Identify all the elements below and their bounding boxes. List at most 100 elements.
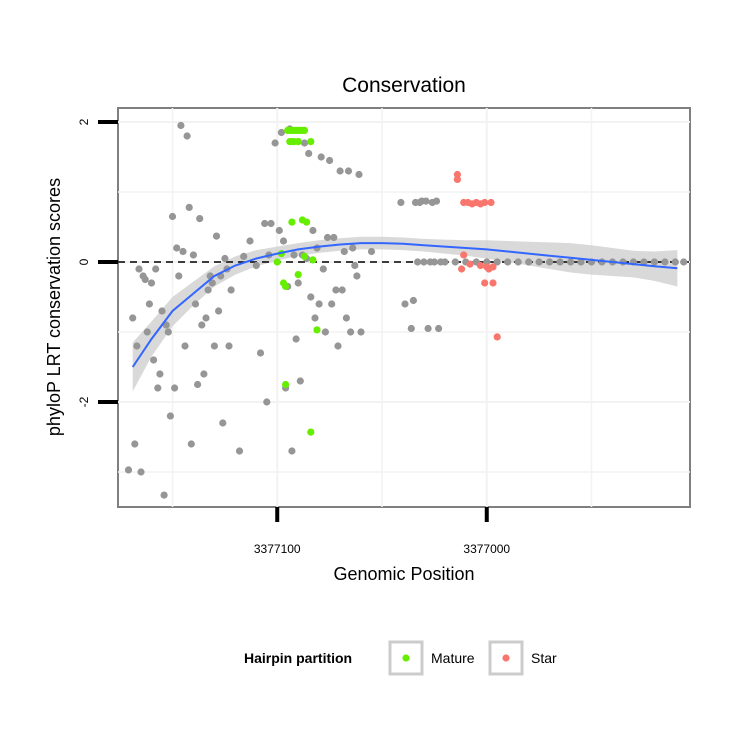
other-point [305,149,313,158]
chart-title: Conservation [342,74,466,97]
other-point [215,307,223,315]
other-point [307,293,315,301]
other-point [288,447,296,455]
legend-title: Hairpin partition [244,650,352,666]
other-point [422,197,430,205]
other-point [290,251,298,259]
other-point [347,328,355,336]
other-point [401,300,409,308]
other-point [131,440,139,448]
other-point [321,328,329,336]
mature-point [294,138,302,146]
other-point [221,254,229,263]
other-point [141,275,149,284]
other-point [198,321,206,329]
smooth-fit-line [131,242,678,368]
other-point [179,247,187,256]
other-point [292,335,300,343]
other-point [514,258,522,266]
other-point [208,279,216,287]
star-point [458,265,466,273]
other-point [240,252,248,260]
other-point [397,198,405,207]
y-axis-title: phyloP LRT conservation scores [44,178,64,436]
mature-point [282,282,290,291]
other-point [577,258,585,266]
star-point [489,279,497,287]
other-point [183,132,191,140]
other-point [252,261,260,270]
mature-point [307,428,315,436]
confidence-band-layer [132,236,678,392]
mature-point [282,380,290,389]
other-point [261,219,269,228]
other-point [185,203,193,211]
other-point [137,468,145,476]
mature-point [273,258,281,266]
legend-marker-mature [402,654,410,662]
legend: Hairpin partition Mature Star [244,640,557,676]
other-point [294,279,302,287]
star-point [487,198,495,207]
other-point [191,300,200,308]
other-point [319,265,327,273]
mature-point [294,271,302,279]
mature-point [307,138,315,146]
other-point [640,258,648,266]
other-point [535,258,543,266]
other-point [349,244,357,252]
other-point [225,342,233,350]
other-point [334,342,342,350]
other-point [154,384,162,392]
other-point [227,286,235,294]
mature-point [288,218,296,226]
other-point [661,258,669,266]
other-point [432,197,441,205]
other-point [680,258,688,266]
other-point [164,328,172,336]
star-point [493,333,501,341]
other-point [328,300,336,308]
mature-point [303,218,311,226]
legend-label-star: Star [531,650,557,666]
other-point [671,258,679,266]
other-point [275,226,283,235]
other-point [219,419,227,427]
other-point [129,314,137,322]
mature-point [300,252,309,260]
other-point [409,296,417,305]
other-point [330,233,338,242]
other-point [504,258,512,266]
other-point [194,380,202,389]
other-point [317,153,325,161]
other-point [493,258,501,266]
other-point [546,258,554,266]
other-point [187,440,195,448]
other-point [210,342,218,350]
legend-key-star [488,640,524,676]
other-point [168,212,177,221]
mature-point [309,256,317,264]
other-point [424,324,432,333]
other-point [143,328,151,336]
other-point [355,170,363,179]
other-point [420,258,428,266]
other-point [212,232,221,240]
star-point [460,251,468,259]
other-point [367,247,376,256]
y-tick-label: -2 [77,396,91,407]
y-tick-label: 2 [77,118,91,125]
other-point [271,139,279,147]
other-point [256,349,265,357]
confidence-band [132,236,678,392]
other-point [124,466,133,474]
plot-panel [117,107,691,508]
star-point [453,175,461,183]
other-point [200,370,208,378]
x-tick-label: 3377100 [254,542,301,556]
other-point [263,398,271,406]
star-point [476,261,485,270]
other-point [525,258,533,266]
other-point [435,324,443,333]
